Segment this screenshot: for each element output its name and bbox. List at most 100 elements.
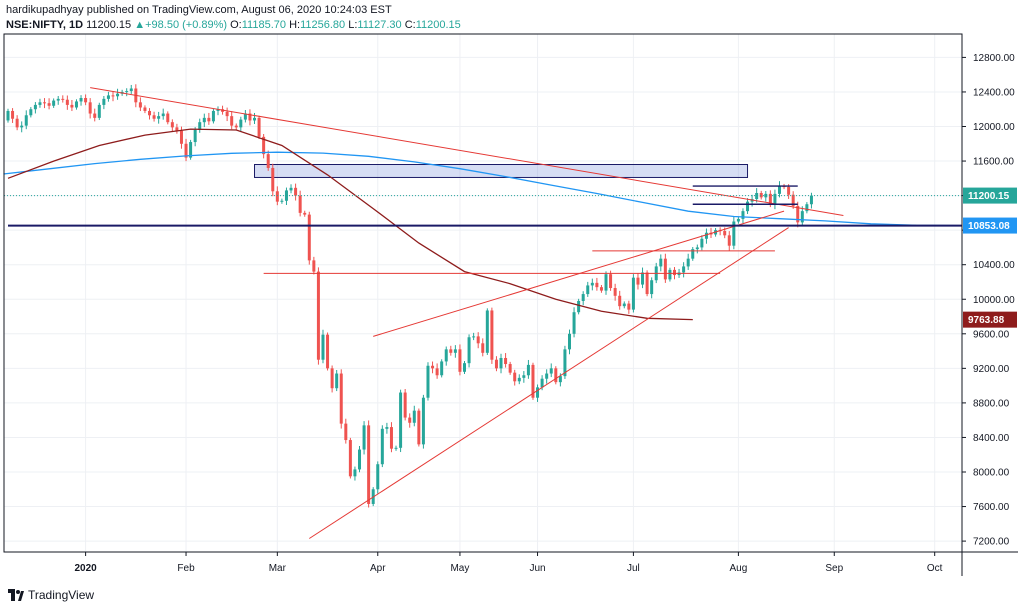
candle — [421, 394, 425, 449]
candle-body — [727, 235, 731, 246]
candle-body — [93, 113, 97, 118]
candle-body — [691, 249, 695, 259]
candle-body — [736, 218, 740, 222]
candle-body — [440, 361, 444, 376]
candle — [449, 345, 453, 356]
candle-body — [504, 357, 508, 365]
candle — [239, 116, 243, 132]
candle — [663, 253, 667, 283]
candle-body — [353, 469, 357, 477]
candle — [266, 150, 270, 171]
candle-body — [24, 115, 28, 126]
plot-border — [3, 33, 963, 553]
high-label: H: — [289, 19, 301, 31]
candle-body — [631, 277, 635, 310]
candle — [367, 420, 371, 508]
candle-body — [472, 336, 476, 338]
candle — [56, 96, 60, 105]
candle — [52, 98, 56, 108]
candle-body — [358, 449, 362, 470]
last-price: 11200.15 — [86, 19, 132, 31]
candle — [79, 95, 83, 106]
candle — [257, 115, 261, 140]
candle-body — [558, 376, 562, 383]
x-tick-label: Oct — [927, 563, 943, 574]
candle — [581, 291, 585, 306]
candle — [376, 461, 380, 494]
candle-body — [33, 104, 37, 110]
y-tick-label: 12400.00 — [973, 87, 1015, 98]
candle — [24, 110, 28, 130]
candle — [595, 277, 599, 291]
price-axis[interactable]: 7200.00 7600.00 8000.00 8400.00 8800.00 9200.… — [962, 53, 1015, 548]
candle-body — [622, 303, 626, 307]
candle — [572, 307, 576, 338]
candle-body — [796, 205, 800, 223]
candle-body — [15, 118, 19, 128]
x-tick-label: 2020 — [74, 563, 97, 574]
candle-body — [659, 258, 663, 267]
ma-short-line — [7, 128, 693, 321]
candle — [403, 388, 407, 421]
symbol-ohlc-line: NSE:NIFTY, 1D 11200.15 ▲+98.50 (+0.89%) … — [6, 18, 461, 33]
candle — [97, 102, 101, 121]
candle — [353, 466, 357, 481]
candle-body — [111, 95, 115, 97]
candle-body — [11, 110, 15, 119]
y-tick-label: 9200.00 — [973, 364, 1010, 375]
candle — [567, 329, 571, 355]
candle — [426, 362, 430, 401]
candle — [230, 111, 234, 130]
candle — [138, 97, 142, 112]
candle — [777, 181, 781, 198]
candle-body — [686, 258, 690, 267]
candle — [129, 84, 133, 94]
drawn-lines[interactable] — [4, 87, 962, 539]
candle — [545, 369, 549, 384]
publish-info: hardikupadhyay published on TradingView.… — [6, 4, 392, 16]
candle-body — [800, 211, 804, 223]
candle — [189, 139, 193, 160]
candle — [613, 283, 617, 301]
candle-body — [595, 282, 599, 288]
candle-body — [567, 333, 571, 350]
candle-body — [230, 116, 234, 126]
candle-body — [458, 349, 462, 372]
candle-body — [805, 204, 809, 212]
candle — [417, 408, 421, 447]
y-tick-label: 12000.00 — [973, 122, 1015, 133]
candle-body — [417, 410, 421, 445]
candle — [472, 332, 476, 341]
candle-body — [572, 312, 576, 334]
candle-body — [791, 194, 795, 206]
candle — [198, 118, 202, 133]
candle-body — [184, 143, 188, 158]
candle-body — [700, 238, 704, 248]
candle-body — [189, 142, 193, 158]
candle — [253, 112, 257, 124]
candle-body — [307, 214, 311, 261]
candle-body — [517, 377, 521, 382]
low-label: L: — [348, 19, 358, 31]
candle — [759, 190, 763, 200]
time-axis[interactable]: 2020 Feb Mar Apr May Jun Jul Aug Sep Oct — [74, 552, 943, 574]
candle-body — [463, 363, 466, 372]
candle — [764, 191, 768, 202]
candle-body — [294, 187, 298, 196]
candle-body — [540, 378, 544, 388]
y-tick-label: 12800.00 — [973, 53, 1015, 64]
candle-body — [672, 269, 676, 276]
candle-body — [431, 365, 435, 369]
candle — [170, 119, 174, 132]
candle — [294, 183, 298, 201]
candle-body — [599, 287, 603, 291]
symbol-label[interactable]: NSE:NIFTY, 1D — [6, 19, 84, 31]
candle-body — [380, 428, 384, 465]
price-change: +98.50 (+0.89%) — [145, 19, 228, 31]
candle-body — [394, 447, 398, 449]
candle — [746, 198, 750, 214]
candlesticks[interactable] — [6, 84, 813, 508]
candle — [344, 418, 348, 444]
candle — [659, 254, 663, 272]
